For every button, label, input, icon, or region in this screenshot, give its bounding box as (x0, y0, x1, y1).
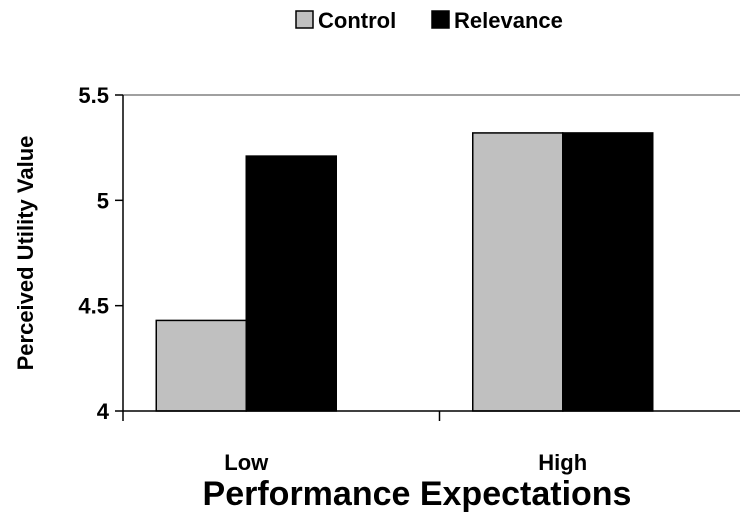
bar-control-high (472, 132, 564, 412)
bar-control-low (155, 319, 247, 412)
y-tick-label: 5 (97, 188, 109, 213)
y-tick-label: 4.5 (78, 294, 109, 319)
legend-item-relevance: Relevance (431, 8, 563, 33)
x-tick-label: Low (224, 450, 269, 475)
bar-relevance-low (245, 155, 337, 412)
y-tick-label: 4 (97, 399, 110, 424)
legend-item-control: Control (295, 8, 396, 33)
legend-label: Control (318, 8, 396, 33)
y-tick-label: 5.5 (78, 83, 109, 108)
y-axis-label: Perceived Utility Value (13, 136, 38, 371)
legend: Control Relevance (295, 8, 563, 33)
bars-group (155, 132, 654, 412)
legend-swatch (431, 10, 450, 29)
x-ticks-group: Low High (122, 411, 587, 475)
x-tick-label: High (538, 450, 587, 475)
legend-label: Relevance (454, 8, 563, 33)
bar-relevance-high (562, 132, 654, 412)
legend-swatch (295, 10, 314, 29)
y-ticks-group: 4 4.5 5 5.5 (78, 83, 123, 424)
x-axis-label: Performance Expectations (203, 475, 632, 513)
